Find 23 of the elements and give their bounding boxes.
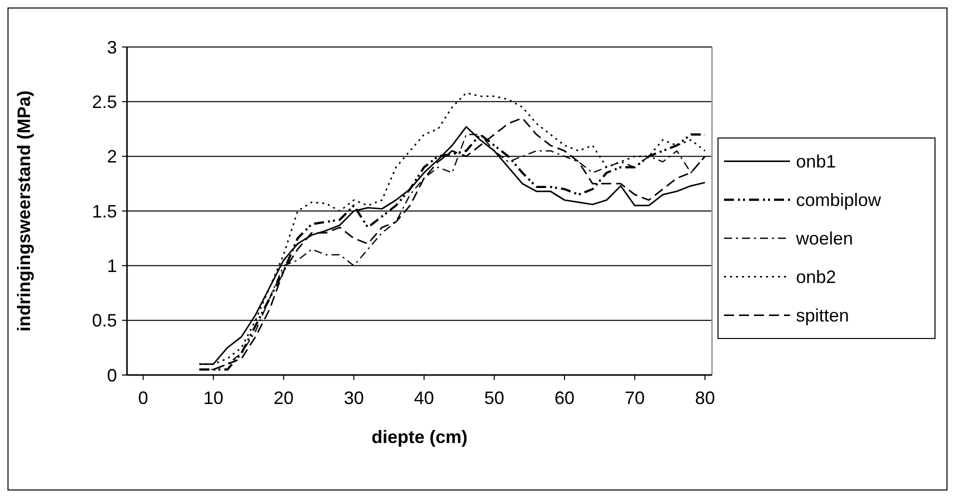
y-tick-label: 1.5 bbox=[92, 201, 117, 222]
x-tick-label: 60 bbox=[554, 388, 575, 408]
x-tick-label: 20 bbox=[274, 388, 294, 408]
x-tick-label: 10 bbox=[203, 388, 224, 408]
legend-label: onb1 bbox=[796, 152, 836, 172]
y-tick-label: 2 bbox=[106, 146, 117, 167]
x-tick-label: 80 bbox=[694, 388, 715, 408]
legend-label: spitten bbox=[796, 306, 850, 326]
x-axis-title: diepte (cm) bbox=[371, 427, 468, 447]
x-tick-label: 70 bbox=[624, 388, 645, 408]
y-axis-title: indringingsweerstand (MPa) bbox=[14, 90, 34, 332]
x-tick-label: 0 bbox=[138, 388, 148, 408]
x-tick-label: 30 bbox=[344, 388, 364, 408]
y-tick-label: 1 bbox=[106, 256, 117, 276]
y-tick-label: 3 bbox=[106, 37, 117, 58]
y-tick-label: 0.5 bbox=[92, 310, 117, 331]
y-tick-label: 2.5 bbox=[92, 92, 117, 112]
x-tick-label: 50 bbox=[484, 388, 504, 408]
legend-label: combiplow bbox=[796, 190, 882, 210]
legend-label: onb2 bbox=[796, 267, 836, 288]
y-tick-label: 0 bbox=[106, 365, 117, 386]
legend-label: woelen bbox=[795, 228, 854, 249]
x-tick-label: 40 bbox=[414, 388, 434, 408]
